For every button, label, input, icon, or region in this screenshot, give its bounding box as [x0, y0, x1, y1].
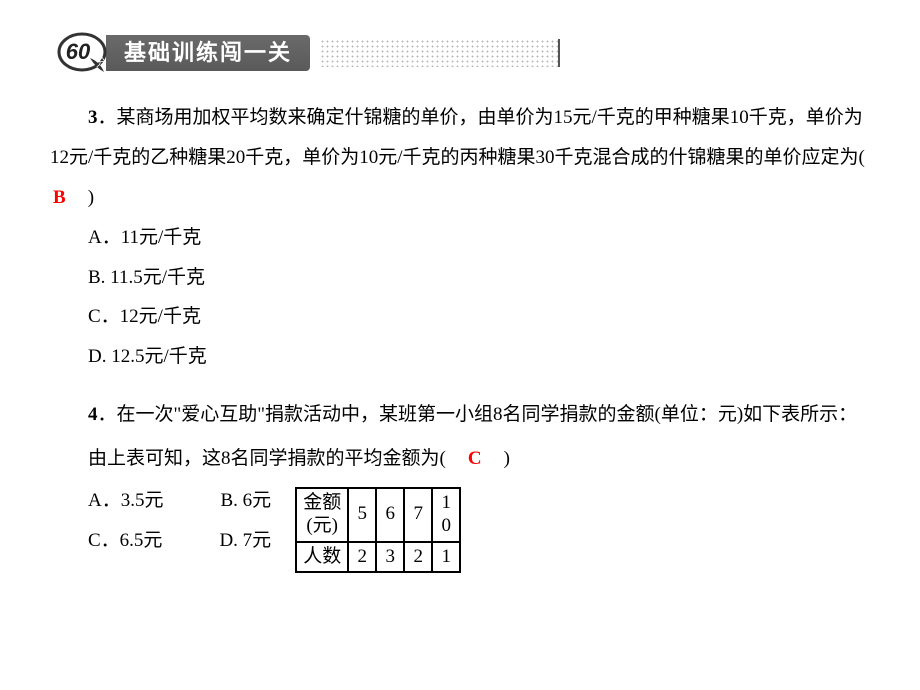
q4-option-a: A．3.5元	[88, 490, 163, 511]
banner-dots-decoration	[320, 39, 560, 67]
table-cell: 6	[376, 488, 404, 542]
table-cell: 7	[404, 488, 432, 542]
q4-option-c: C．6.5元	[88, 530, 162, 551]
q3-option-a: A．11元/千克	[88, 218, 870, 258]
q3-answer: B	[50, 187, 69, 208]
table-header-count: 人数	[296, 542, 348, 573]
q4-options: A．3.5元 B. 6元 C．6.5元 D. 7元	[50, 481, 295, 561]
section-banner: 60 分 基础训练闯一关	[56, 32, 870, 74]
score-unit: 分	[96, 57, 106, 69]
q4-options-and-table: A．3.5元 B. 6元 C．6.5元 D. 7元 金额 (元) 5 6 7 1…	[50, 481, 870, 573]
q4-number: 4	[88, 404, 98, 425]
question-3-text: 3．某商场用加权平均数来确定什锦糖的单价，由单价为15元/千克的甲种糖果10千克…	[50, 98, 870, 218]
q3-number: 3	[88, 107, 98, 128]
table-cell: 1	[432, 542, 460, 573]
q4-data-table: 金额 (元) 5 6 7 1 0 人数 2 3 2 1	[295, 487, 461, 573]
table-cell: 2	[404, 542, 432, 573]
q4-option-d: D. 7元	[219, 530, 271, 551]
table-cell: 3	[376, 542, 404, 573]
q3-option-c: C．12元/千克	[88, 297, 870, 337]
banner-title: 基础训练闯一关	[106, 35, 310, 72]
q3-option-d: D. 12.5元/千克	[88, 337, 870, 377]
badge-icon: 60 分	[56, 32, 112, 74]
question-4-subtext: 由上表可知，这8名同学捐款的平均金额为( C )	[50, 439, 870, 479]
table-header-amount: 金额 (元)	[296, 488, 348, 542]
q4-answer: C	[465, 448, 485, 469]
q3-options: A．11元/千克 B. 11.5元/千克 C．12元/千克 D. 12.5元/千…	[88, 218, 870, 378]
question-4-text: 4．在一次"爱心互助"捐款活动中，某班第一小组8名同学捐款的金额(单位：元)如下…	[50, 395, 870, 435]
q3-option-b: B. 11.5元/千克	[88, 258, 870, 298]
q4-option-b: B. 6元	[221, 490, 272, 511]
score-badge: 60 分	[56, 32, 112, 74]
table-cell: 5	[348, 488, 376, 542]
table-cell: 1 0	[432, 488, 460, 542]
table-cell: 2	[348, 542, 376, 573]
score-number: 60	[66, 39, 91, 64]
